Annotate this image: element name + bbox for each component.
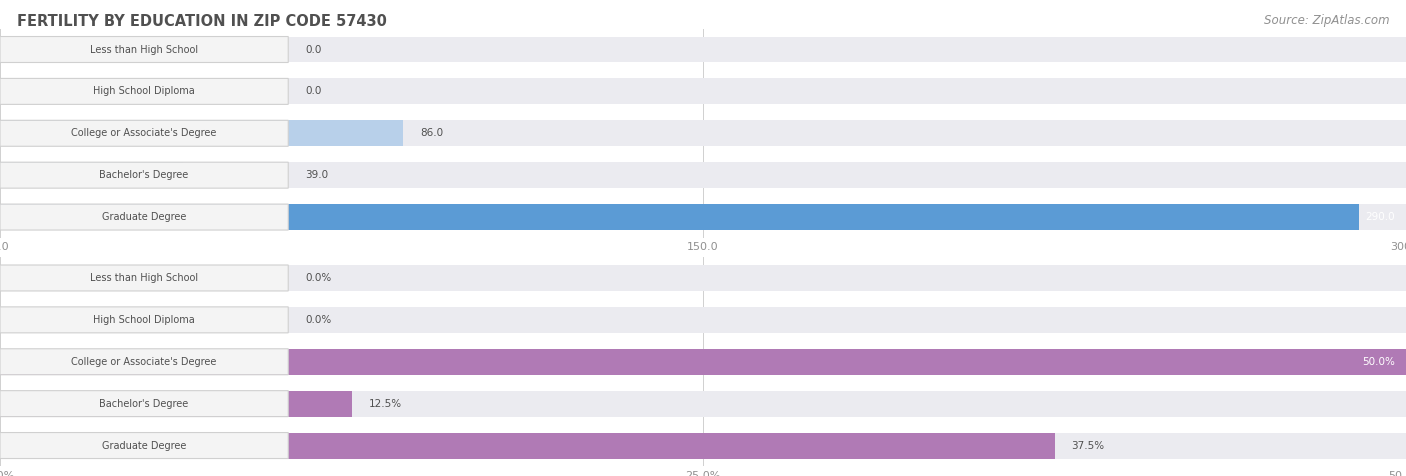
FancyBboxPatch shape <box>0 433 288 458</box>
Text: 39.0: 39.0 <box>305 170 328 180</box>
Text: 0.0%: 0.0% <box>305 315 332 325</box>
FancyBboxPatch shape <box>0 349 288 375</box>
FancyBboxPatch shape <box>0 79 288 104</box>
FancyBboxPatch shape <box>0 391 288 416</box>
Text: Less than High School: Less than High School <box>90 273 198 283</box>
Bar <box>0 204 1360 230</box>
Bar <box>0 433 1406 458</box>
Text: Bachelor's Degree: Bachelor's Degree <box>100 398 188 409</box>
FancyBboxPatch shape <box>0 162 288 188</box>
Text: 12.5%: 12.5% <box>368 398 402 409</box>
Text: 0.0: 0.0 <box>305 86 322 97</box>
FancyBboxPatch shape <box>0 307 288 333</box>
FancyBboxPatch shape <box>0 204 288 230</box>
Bar <box>0 391 352 416</box>
Text: High School Diploma: High School Diploma <box>93 315 195 325</box>
Text: Graduate Degree: Graduate Degree <box>101 440 187 451</box>
Bar <box>0 120 1406 146</box>
Text: Bachelor's Degree: Bachelor's Degree <box>100 170 188 180</box>
Text: College or Associate's Degree: College or Associate's Degree <box>72 128 217 139</box>
Text: 37.5%: 37.5% <box>1071 440 1105 451</box>
FancyBboxPatch shape <box>0 37 288 62</box>
Text: FERTILITY BY EDUCATION IN ZIP CODE 57430: FERTILITY BY EDUCATION IN ZIP CODE 57430 <box>17 14 387 30</box>
Bar <box>0 120 404 146</box>
Text: High School Diploma: High School Diploma <box>93 86 195 97</box>
Bar <box>0 349 1406 375</box>
Text: 86.0: 86.0 <box>420 128 443 139</box>
Bar <box>0 433 1054 458</box>
Bar <box>0 204 1406 230</box>
FancyBboxPatch shape <box>0 265 288 291</box>
Bar <box>0 162 1406 188</box>
Bar <box>0 162 183 188</box>
Bar <box>0 265 1406 291</box>
Text: College or Associate's Degree: College or Associate's Degree <box>72 357 217 367</box>
FancyBboxPatch shape <box>0 120 288 146</box>
Bar <box>0 79 1406 104</box>
Bar <box>0 391 1406 416</box>
Text: 0.0: 0.0 <box>305 44 322 55</box>
Text: 0.0%: 0.0% <box>305 273 332 283</box>
Bar <box>0 37 1406 62</box>
Text: Less than High School: Less than High School <box>90 44 198 55</box>
Bar <box>0 307 1406 333</box>
Text: 50.0%: 50.0% <box>1362 357 1395 367</box>
Text: Source: ZipAtlas.com: Source: ZipAtlas.com <box>1264 14 1389 27</box>
Bar <box>0 349 1406 375</box>
Text: Graduate Degree: Graduate Degree <box>101 212 187 222</box>
Text: 290.0: 290.0 <box>1365 212 1395 222</box>
